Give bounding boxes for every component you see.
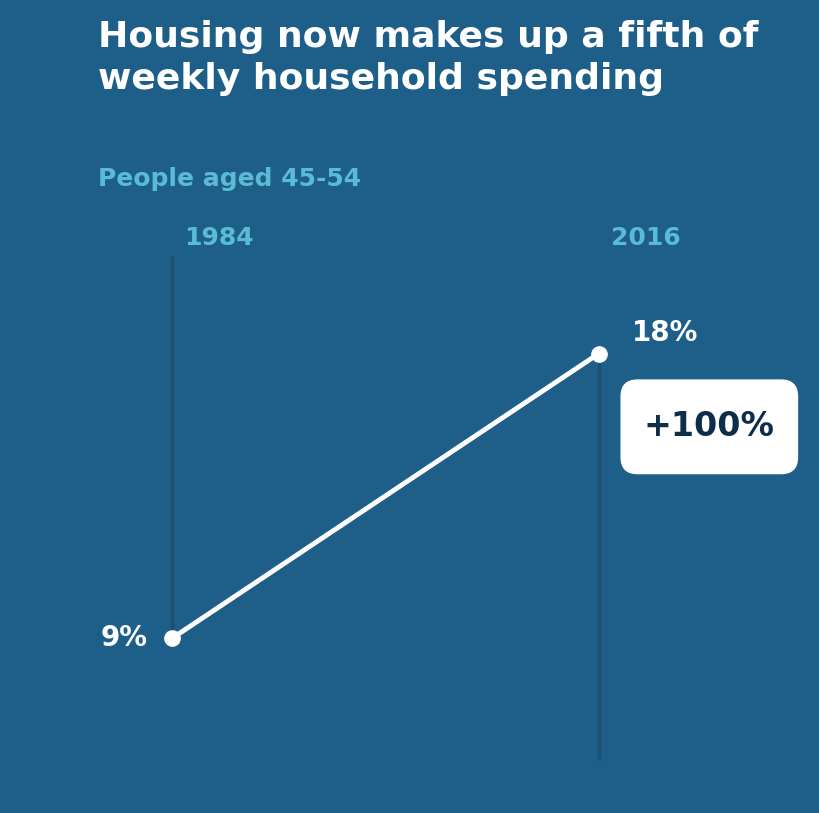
Text: 18%: 18% [631, 320, 697, 347]
Text: 9%: 9% [101, 624, 147, 652]
Text: 1984: 1984 [184, 225, 254, 250]
Text: 2016: 2016 [610, 225, 680, 250]
Text: People aged 45-54: People aged 45-54 [98, 167, 361, 191]
Text: Housing now makes up a fifth of
weekly household spending: Housing now makes up a fifth of weekly h… [98, 20, 758, 97]
Text: +100%: +100% [643, 411, 774, 443]
FancyBboxPatch shape [621, 380, 796, 473]
